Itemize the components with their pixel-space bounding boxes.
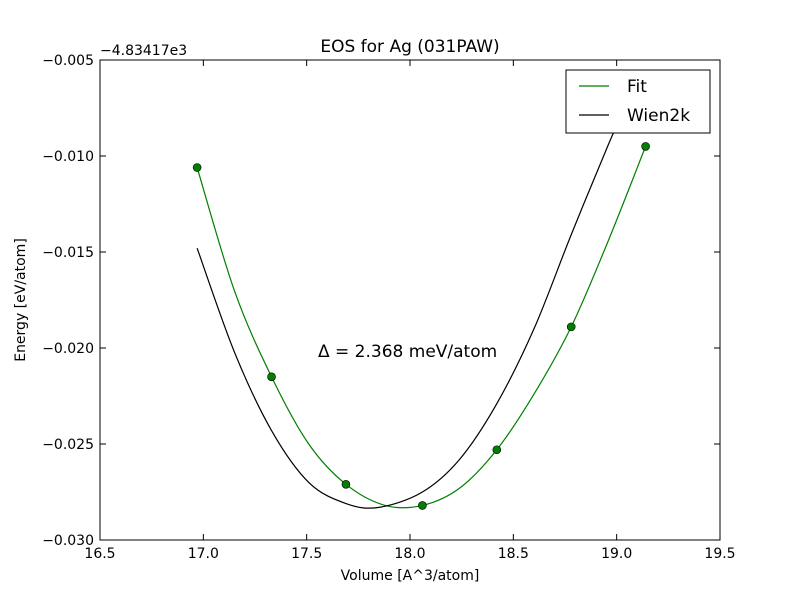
x-tick-label: 17.5 — [291, 546, 322, 562]
y-tick-label: −0.025 — [42, 437, 94, 453]
legend: Fit Wien2k — [565, 69, 711, 134]
data-point — [641, 142, 650, 151]
legend-wien2k-label: Wien2k — [627, 106, 690, 126]
series-line-wien2k — [196, 98, 630, 509]
x-tick-label: 19.0 — [601, 546, 632, 562]
y-offset-label: −4.83417e3 — [100, 43, 187, 59]
data-point — [492, 445, 502, 455]
data-point — [341, 480, 351, 489]
chart-title: EOS for Ag (031PAW) — [320, 37, 499, 57]
x-tick-label: 18.5 — [498, 546, 529, 562]
delta-annotation: Δ = 2.368 meV/atom — [318, 342, 497, 362]
plot-area — [192, 98, 650, 510]
y-tick-label: −0.020 — [42, 341, 94, 357]
data-point — [192, 163, 202, 172]
y-tick-label: −0.030 — [42, 533, 94, 549]
x-tick-label: 19.5 — [704, 546, 735, 562]
y-tick-label: −0.010 — [42, 149, 94, 165]
data-point — [418, 501, 427, 510]
x-axis-label: Volume [A^3/atom] — [341, 568, 480, 584]
legend-box — [565, 69, 711, 134]
y-axis-label: Energy [eV/atom] — [13, 238, 29, 362]
data-point — [267, 372, 276, 382]
x-tick-label: 18.0 — [394, 546, 425, 562]
legend-fit-label: Fit — [627, 77, 647, 97]
x-tick-label: 16.5 — [84, 546, 115, 562]
series-line-fit — [196, 146, 647, 509]
x-tick-label: 17.0 — [188, 546, 219, 562]
y-tick-label: −0.005 — [42, 53, 94, 69]
y-tick-label: −0.015 — [42, 245, 94, 261]
data-point — [566, 322, 576, 332]
axis-ticks: 16.5 17.0 17.5 18.0 18.5 19.0 19.5 −0.030 −0.025… — [42, 53, 735, 562]
